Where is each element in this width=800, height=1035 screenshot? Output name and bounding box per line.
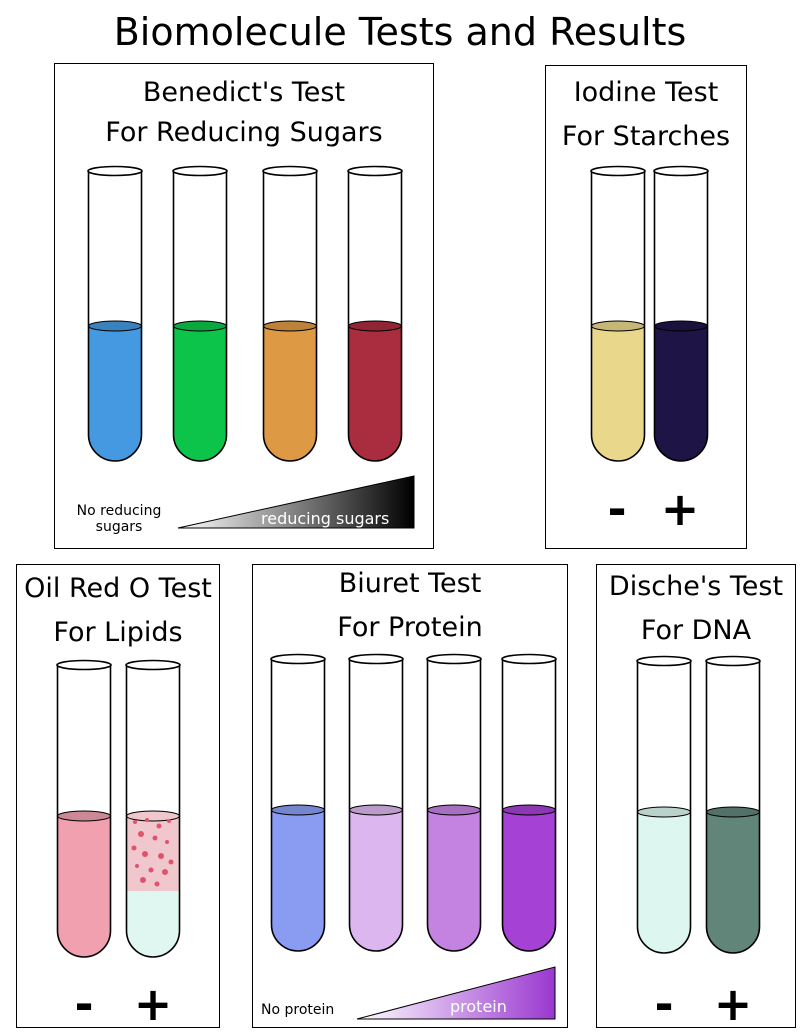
dische-positive-label: + (713, 977, 753, 1031)
benedict-tube-4 (347, 165, 403, 462)
benedict-scale-right-label: reducing sugars (261, 509, 390, 528)
benedict-tube-1 (87, 165, 143, 462)
biuret-tube-2 (348, 653, 404, 952)
iodine-title-line2: For Starches (561, 121, 731, 152)
oil-red-o-positive-label: + (133, 977, 173, 1031)
benedict-panel: Benedict's Test For Reducing Sugars No r… (54, 63, 434, 549)
biuret-tube-4 (501, 653, 557, 952)
benedict-tube-3 (262, 165, 318, 462)
benedict-scale-left-label: No reducing sugars (76, 503, 162, 535)
oil-red-o-tube-positive (125, 659, 181, 958)
biuret-tube-3 (426, 653, 482, 952)
page-title: Biomolecule Tests and Results (113, 10, 687, 54)
iodine-tube-negative (590, 165, 646, 462)
oil-red-o-title-line2: For Lipids (53, 617, 183, 648)
benedict-gradient-triangle (177, 475, 415, 529)
dische-negative-label: - (654, 977, 674, 1031)
oil-red-o-panel: Oil Red O Test For Lipids - + (16, 564, 220, 1028)
iodine-title-line1: Iodine Test (573, 77, 719, 108)
dische-tube-positive (705, 655, 761, 954)
dische-title-line1: Dische's Test (608, 571, 784, 602)
oil-red-o-title-line1: Oil Red O Test (24, 573, 212, 604)
biuret-scale-left-label: No protein (261, 1002, 335, 1018)
dische-tube-negative (636, 655, 692, 954)
benedict-title-line2: For Reducing Sugars (105, 117, 383, 148)
biuret-title-line1: Biuret Test (338, 568, 482, 599)
dische-panel: Dische's Test For DNA - + (596, 564, 796, 1028)
biuret-tube-1 (270, 653, 326, 952)
biuret-panel: Biuret Test For Protein No protein prote… (252, 564, 568, 1028)
oil-red-o-negative-label: - (74, 977, 94, 1031)
biuret-gradient-triangle (356, 966, 556, 1020)
biuret-scale-right-label: protein (450, 997, 507, 1016)
benedict-title-line1: Benedict's Test (142, 77, 346, 108)
iodine-panel: Iodine Test For Starches - + (545, 65, 747, 549)
iodine-positive-label: + (660, 482, 700, 536)
iodine-negative-label: - (607, 482, 627, 536)
dische-title-line2: For DNA (640, 615, 752, 646)
biuret-title-line2: For Protein (337, 612, 483, 643)
benedict-tube-2 (172, 165, 228, 462)
oil-red-o-tube-negative (56, 659, 112, 958)
iodine-tube-positive (653, 165, 709, 462)
